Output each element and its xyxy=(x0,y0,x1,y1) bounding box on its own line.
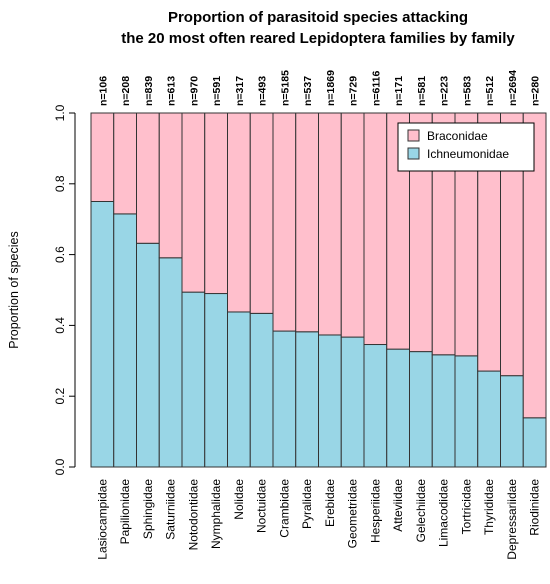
x-tick-label: Atteviidae xyxy=(391,479,405,532)
bar-braconidae xyxy=(363,112,388,346)
bar-ichneumonidae xyxy=(340,336,365,468)
bar-ichneumonidae xyxy=(477,370,501,468)
x-tick-label: Nolidae xyxy=(232,479,246,520)
bar-ichneumonidae xyxy=(113,213,137,468)
x-tick-label: Saturniidae xyxy=(164,479,178,540)
bar-ichneumonidae xyxy=(90,201,115,468)
x-tick-label: Tortricidae xyxy=(459,479,473,535)
n-label: n=583 xyxy=(461,76,473,106)
bar-braconidae xyxy=(340,112,365,338)
x-tick-label: Crambidae xyxy=(277,479,291,538)
legend-label: Braconidae xyxy=(427,129,488,143)
bar-braconidae xyxy=(90,112,115,202)
y-tick-label: 1.0 xyxy=(53,104,67,121)
bar-ichneumonidae xyxy=(204,293,228,468)
sample-size-labels: n=106 n=208 n=839 n=613 n=970 n=591 n=317 n=493… xyxy=(97,70,541,106)
x-tick-label: Geometridae xyxy=(346,479,360,549)
bar-ichneumonidae xyxy=(409,351,433,468)
x-tick-label: Papilionidae xyxy=(118,479,132,545)
bar-ichneumonidae xyxy=(318,334,342,468)
n-label: n=729 xyxy=(348,76,360,106)
bar-ichneumonidae xyxy=(454,355,479,468)
n-label: n=537 xyxy=(302,76,314,106)
legend: Braconidae Ichneumonidae xyxy=(397,122,535,172)
chart-title-line1: Proportion of parasitoid species attacki… xyxy=(168,9,468,26)
y-tick-label: 0.0 xyxy=(53,458,67,475)
bar-braconidae xyxy=(204,112,228,295)
bar-ichneumonidae xyxy=(249,312,274,468)
bar-ichneumonidae xyxy=(386,348,410,468)
n-label: n=581 xyxy=(416,76,428,106)
y-tick-label: 0.2 xyxy=(53,388,67,405)
bar-braconidae xyxy=(158,112,183,259)
y-axis-title: Proportion of species xyxy=(7,231,21,348)
bar-braconidae xyxy=(272,112,297,332)
n-label: n=970 xyxy=(188,76,200,106)
legend-label: Ichneumonidae xyxy=(427,147,509,161)
bar-braconidae xyxy=(249,112,274,314)
bar-ichneumonidae xyxy=(500,375,524,468)
legend-swatch xyxy=(407,147,420,160)
bar-ichneumonidae xyxy=(363,344,388,468)
n-label: n=493 xyxy=(257,76,269,106)
x-tick-label: Depressariidae xyxy=(505,479,519,560)
y-tick-label: 0.6 xyxy=(53,246,67,263)
bar-ichneumonidae xyxy=(227,311,251,468)
legend-box xyxy=(397,122,535,172)
bar-braconidae xyxy=(136,112,160,244)
x-tick-label: Thyrididae xyxy=(482,479,496,535)
x-tick-label: Riodinidae xyxy=(528,479,542,536)
x-tick-label: Limacodidae xyxy=(437,479,451,547)
x-tick-label: Hesperiidae xyxy=(368,479,382,543)
n-label: n=1869 xyxy=(325,70,337,106)
bar-braconidae xyxy=(318,112,342,336)
bar-ichneumonidae xyxy=(136,242,160,468)
bar-braconidae xyxy=(181,112,206,293)
n-label: n=839 xyxy=(143,76,155,106)
bar-ichneumonidae xyxy=(522,417,547,468)
x-tick-label: Gelechiidae xyxy=(414,479,428,543)
n-label: n=591 xyxy=(211,76,223,106)
bar-braconidae xyxy=(113,112,137,215)
bar-ichneumonidae xyxy=(295,331,319,468)
bars-group xyxy=(90,112,547,468)
bar-braconidae xyxy=(522,112,547,419)
x-tick-label: Lasiocampidae xyxy=(95,479,109,560)
legend-swatch xyxy=(407,129,420,142)
bar-braconidae xyxy=(227,112,251,313)
y-tick-label: 0.4 xyxy=(53,317,67,334)
x-tick-label: Nymphalidae xyxy=(209,479,223,549)
chart-title-line2: the 20 most often reared Lepidoptera fam… xyxy=(121,30,515,47)
bar-ichneumonidae xyxy=(431,354,456,468)
n-label: n=208 xyxy=(120,76,132,106)
n-label: n=512 xyxy=(484,76,496,106)
x-tick-label: Noctuidae xyxy=(255,479,269,533)
n-label: n=2694 xyxy=(507,70,519,106)
n-label: n=223 xyxy=(439,76,451,106)
n-label: n=6116 xyxy=(370,71,382,106)
n-label: n=106 xyxy=(97,76,109,106)
x-axis-labels: Lasiocampidae Papilionidae Sphingidae Satur… xyxy=(95,479,541,560)
bar-braconidae xyxy=(295,112,319,333)
x-tick-label: Notodontidae xyxy=(186,479,200,551)
bar-ichneumonidae xyxy=(272,330,297,468)
n-label: n=317 xyxy=(234,76,246,106)
bar-ichneumonidae xyxy=(158,257,183,468)
y-tick-label: 0.8 xyxy=(53,175,67,192)
n-label: n=280 xyxy=(530,76,542,106)
n-label: n=5185 xyxy=(279,70,291,106)
bar-ichneumonidae xyxy=(181,291,206,468)
n-label: n=171 xyxy=(393,76,405,106)
x-tick-label: Pyralidae xyxy=(300,479,314,529)
y-axis: 0.0 0.2 0.4 0.6 0.8 1.0 xyxy=(53,104,76,475)
n-label: n=613 xyxy=(166,76,178,106)
x-tick-label: Sphingidae xyxy=(141,479,155,539)
x-tick-label: Erebidae xyxy=(323,479,337,527)
